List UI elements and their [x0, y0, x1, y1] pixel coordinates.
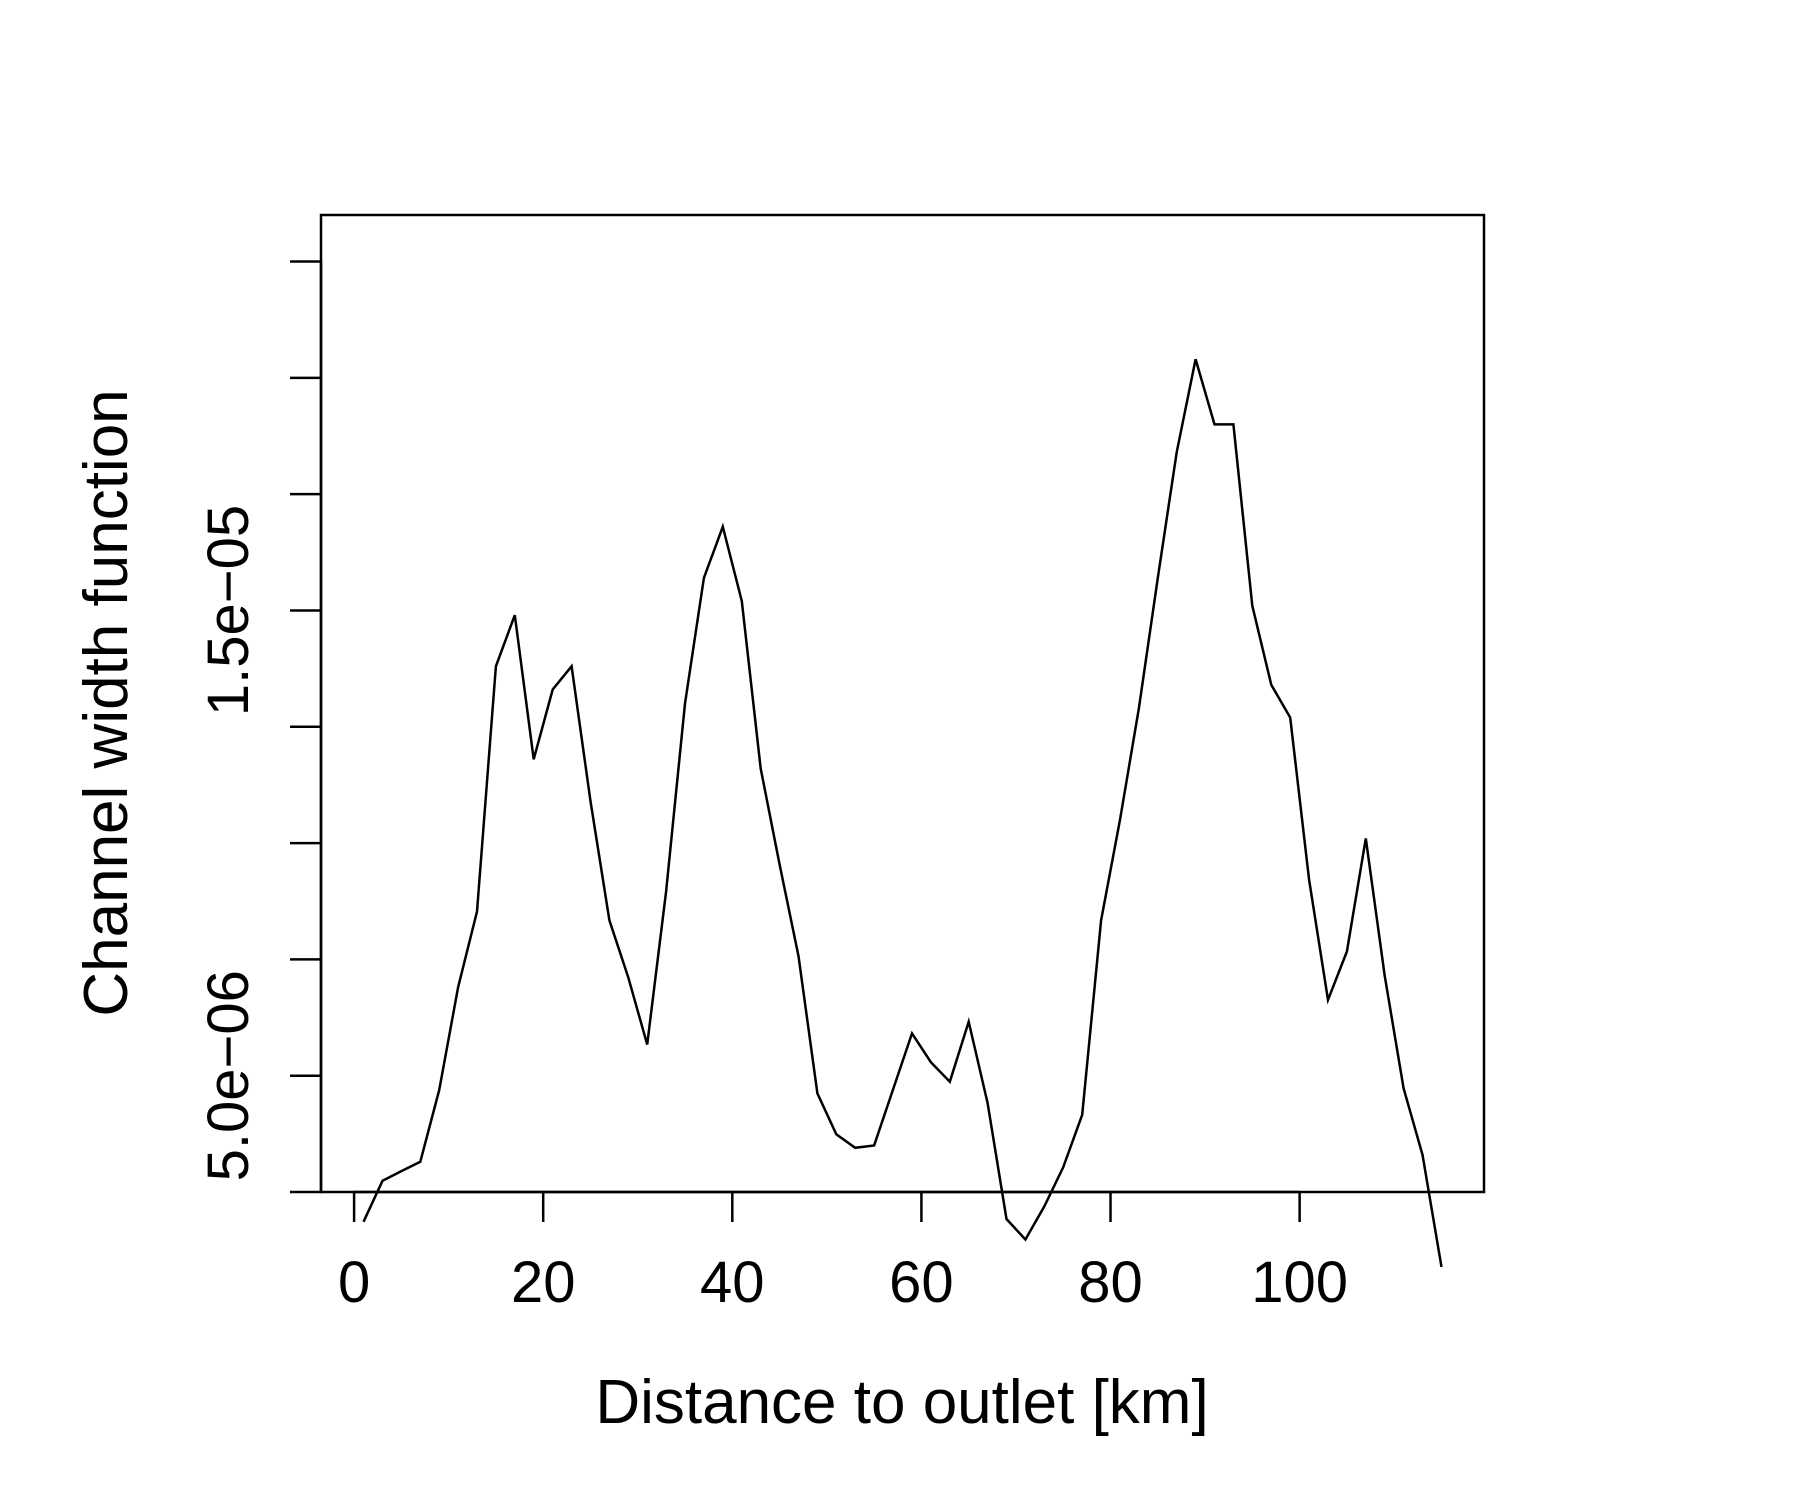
x-tick-label: 100: [1251, 1250, 1348, 1315]
y-tick-label: 5.0e−06: [196, 970, 261, 1181]
x-axis: 0 20 40 60 80 100: [338, 1190, 1348, 1315]
x-tick-label: 20: [511, 1250, 576, 1315]
x-axis-title: Distance to outlet [km]: [595, 1368, 1208, 1437]
x-tick-label: 0: [338, 1250, 370, 1315]
x-tick-label: 80: [1078, 1250, 1143, 1315]
y-axis-title: Channel width function: [72, 389, 141, 1016]
x-tick-label: 40: [700, 1250, 765, 1315]
x-tick-label: 60: [889, 1250, 954, 1315]
series-line: [362, 358, 1443, 1268]
plot-frame: [319, 213, 1486, 1194]
y-tick-label: 1.5e−05: [196, 505, 261, 716]
y-axis: 5.0e−06 1.5e−05: [196, 260, 323, 1194]
